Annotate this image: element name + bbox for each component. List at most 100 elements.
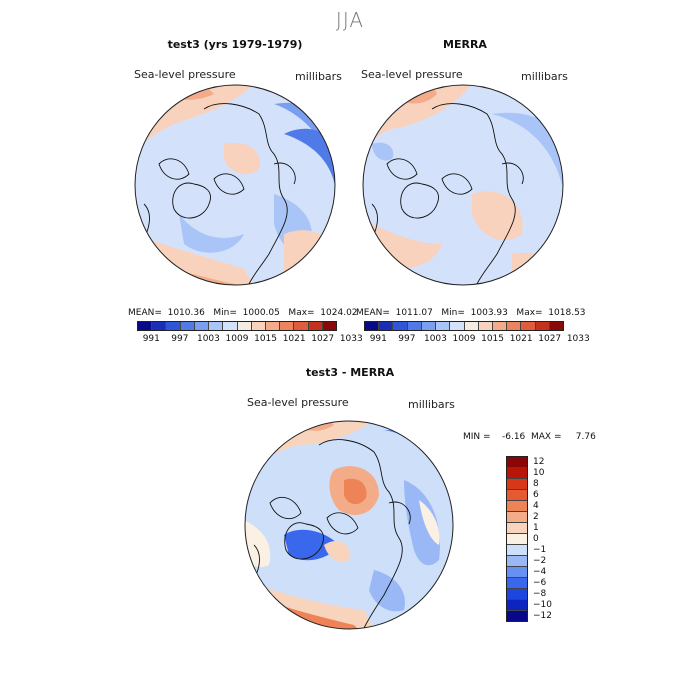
colorbar-swatch: [507, 544, 527, 555]
colorbar-tick-label: 0: [533, 534, 539, 544]
colorbar-swatch: [208, 322, 223, 330]
colorbar-swatch: [138, 322, 152, 330]
field-warm-region: [324, 540, 350, 562]
field-warm-region: [224, 142, 260, 175]
colorbar-swatch: [507, 577, 527, 588]
panel2-units: millibars: [521, 70, 568, 83]
colorbar-swatch: [520, 322, 535, 330]
colorbar-merra: 991 997 1003 1009 1015 1021 1027 1033: [364, 321, 590, 349]
colorbar-swatch: [449, 322, 464, 330]
colorbar-tick-label: 1033: [566, 334, 590, 344]
colorbar-tick-label: −12: [533, 611, 552, 622]
colorbar-swatches: [506, 456, 528, 622]
field-warm-region: [284, 230, 335, 285]
season-title: JJA: [335, 8, 365, 32]
map-merra-slp: [362, 84, 564, 286]
colorbar-tick-label: 1021: [509, 334, 533, 344]
colorbar-tick-label: 4: [533, 500, 539, 511]
colorbar-tick-label: 1003: [423, 334, 447, 344]
map-test3-slp: [134, 84, 336, 286]
panel3-variable: Sea-level pressure: [247, 396, 349, 409]
colorbar-swatch: [534, 322, 549, 330]
colorbar-swatch: [264, 322, 280, 330]
colorbar-diff: 12 10 8 6 4 2 1 0 −1 −2 −4 −6 −8 −10 −12: [506, 456, 566, 624]
field-cool-region: [179, 214, 244, 253]
map-border: [244, 420, 454, 630]
colorbar-swatch: [236, 322, 251, 330]
field-warm-region: [344, 478, 367, 505]
colorbar-tick-label: 8: [533, 478, 539, 489]
map-border: [362, 84, 564, 286]
field-warm-region: [472, 191, 523, 241]
colorbar-swatch: [420, 322, 436, 330]
colorbar-swatch: [507, 533, 527, 544]
colorbar-tick-label: 1027: [311, 334, 335, 344]
panel3-units: millibars: [408, 398, 455, 411]
colorbar-test3: 991 997 1003 1009 1015 1021 1027 1033: [137, 321, 363, 349]
colorbar-swatch: [507, 457, 527, 467]
panel3-title: test3 - MERRA: [305, 366, 395, 379]
colorbar-swatch: [507, 555, 527, 566]
colorbar-tick-label: 1009: [225, 334, 249, 344]
panel1-title: test3 (yrs 1979-1979): [167, 38, 303, 51]
colorbar-swatch: [165, 322, 180, 330]
colorbar-swatch: [548, 322, 564, 330]
field-warm-region: [512, 252, 563, 285]
colorbar-swatch: [507, 478, 527, 489]
colorbar-tick-label: 2: [533, 511, 539, 522]
colorbar-swatches: [137, 321, 337, 331]
panel1-stats: MEAN= 1010.36 Min= 1000.05 Max= 1024.02: [128, 308, 358, 318]
field-cool-region: [404, 480, 440, 566]
colorbar-tick-label: 991: [369, 334, 387, 344]
colorbar-tick-label: −1: [533, 545, 547, 556]
colorbar-swatch: [477, 322, 492, 330]
field-cool-region: [492, 112, 563, 194]
field-cool-region: [284, 128, 335, 194]
field-warm-region: [144, 85, 214, 100]
coastlines: [138, 103, 296, 285]
colorbar-swatch: [507, 522, 527, 533]
colorbar-swatch: [193, 322, 209, 330]
colorbar-swatch: [491, 322, 507, 330]
colorbar-tick-label: 1015: [481, 334, 505, 344]
colorbar-swatch: [378, 322, 393, 330]
field-cool-region: [369, 570, 405, 612]
colorbar-swatch: [365, 322, 379, 330]
colorbar-tick-label: 12: [533, 456, 545, 467]
colorbar-tick-label: 997: [171, 334, 189, 344]
colorbar-swatch: [507, 566, 527, 577]
colorbar-swatch: [507, 467, 527, 478]
colorbar-tick-label: 1033: [339, 334, 363, 344]
colorbar-swatch: [507, 489, 527, 500]
colorbar-swatch: [507, 511, 527, 522]
colorbar-tick-label: 1003: [196, 334, 220, 344]
map-border: [134, 84, 336, 286]
colorbar-tick-label: −2: [533, 556, 547, 567]
field-neutral-region: [245, 520, 271, 568]
colorbar-swatches: [364, 321, 564, 331]
colorbar-swatch: [507, 599, 527, 610]
panel3-stats: MIN = -6.16 MAX = 7.76: [463, 432, 596, 442]
panel2-title: MERRA: [443, 38, 487, 51]
field-cool-region: [372, 142, 394, 161]
colorbar-tick-label: −8: [533, 589, 547, 600]
colorbar-swatch: [507, 610, 527, 621]
colorbar-tick-label: 1: [533, 522, 539, 533]
colorbar-tick-label: 6: [533, 489, 539, 500]
colorbar-swatch: [222, 322, 237, 330]
colorbar-tick-label: −4: [533, 567, 547, 578]
field-neutral-region: [419, 500, 440, 545]
field-cool-region: [284, 529, 339, 561]
colorbar-swatch: [406, 322, 421, 330]
colorbar-swatch: [250, 322, 265, 330]
colorbar-tick-label: 1009: [452, 334, 476, 344]
colorbar-swatch: [307, 322, 322, 330]
colorbar-swatch: [151, 322, 166, 330]
colorbar-tick-label: 997: [398, 334, 416, 344]
panel2-stats: MEAN= 1011.07 Min= 1003.93 Max= 1018.53: [356, 308, 586, 318]
colorbar-tick-label: 1027: [538, 334, 562, 344]
panel1-variable: Sea-level pressure: [134, 68, 236, 81]
colorbar-swatch: [293, 322, 308, 330]
colorbar-swatch: [179, 322, 194, 330]
colorbar-swatch: [507, 588, 527, 599]
